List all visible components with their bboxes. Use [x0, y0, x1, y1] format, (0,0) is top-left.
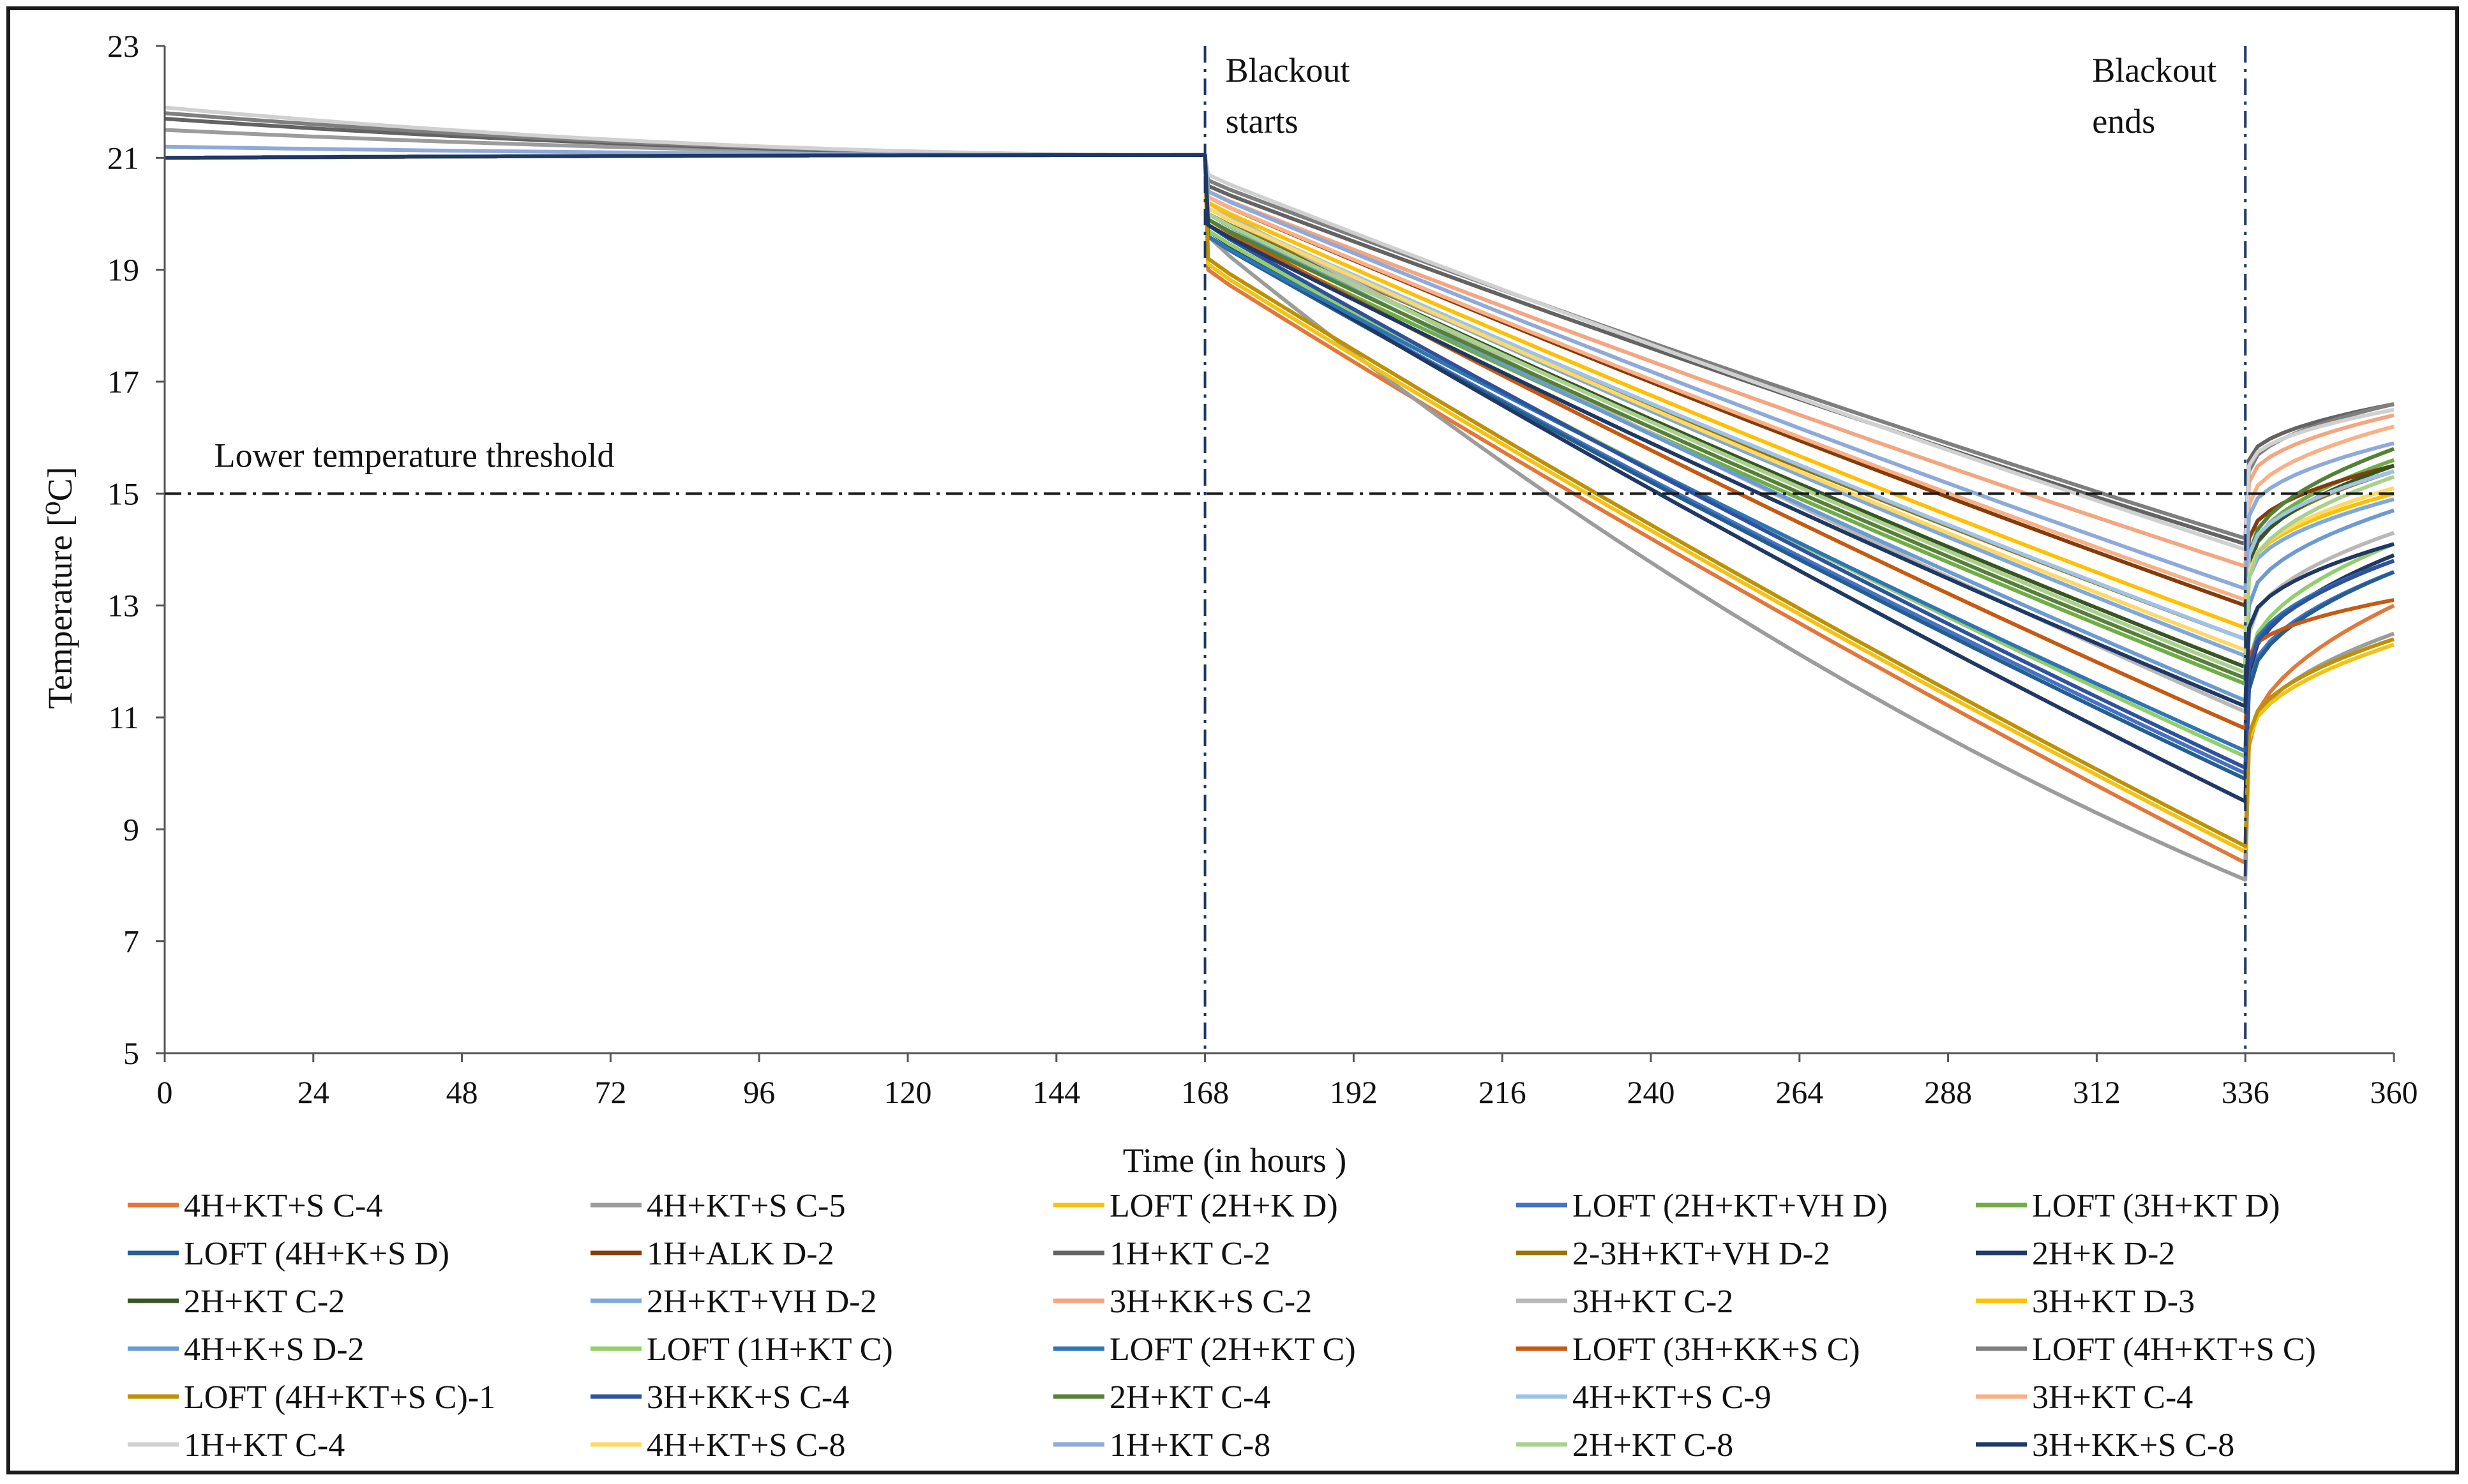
x-tick-label: 24 — [297, 1074, 329, 1110]
series-line-28 — [164, 144, 2395, 591]
legend-label: 1H+KT C-4 — [184, 1427, 345, 1464]
legend-label: 3H+KT C-4 — [2032, 1379, 2193, 1416]
x-tick-label: 312 — [2073, 1074, 2121, 1110]
series-line-15 — [164, 153, 2395, 630]
x-tick-label: 72 — [594, 1074, 626, 1110]
event-label-line2: starts — [1226, 102, 1298, 140]
y-tick-label: 21 — [107, 140, 139, 176]
x-tick-label: 192 — [1330, 1074, 1378, 1110]
x-tick-label: 48 — [446, 1074, 478, 1110]
x-tick-label: 288 — [1924, 1074, 1972, 1110]
legend-label: 2H+K D-2 — [2032, 1236, 2175, 1272]
x-tick-label: 168 — [1181, 1074, 1229, 1110]
y-axis-label: Temperature [⁰C] — [41, 467, 79, 708]
y-tick-label: 13 — [107, 588, 139, 624]
legend-label: 2H+KT C-8 — [1572, 1427, 1733, 1464]
series-line-26 — [164, 105, 2395, 551]
legend-label: 4H+K+S D-2 — [184, 1331, 365, 1368]
legend-label: 3H+KK+S C-8 — [2032, 1427, 2234, 1464]
x-tick-label: 216 — [1479, 1074, 1526, 1110]
reference-lines: Lower temperature threshold Blackout start… — [165, 46, 2394, 1053]
x-tick-label: 336 — [2222, 1074, 2269, 1110]
y-tick-label: 5 — [123, 1035, 139, 1071]
legend-label: 1H+KT C-8 — [1110, 1427, 1270, 1464]
legend-label: 3H+KK+S C-2 — [1110, 1284, 1312, 1320]
series-line-29 — [164, 153, 2395, 675]
x-tick-label: 360 — [2370, 1074, 2418, 1110]
y-tick-label: 11 — [109, 700, 139, 735]
legend-label: LOFT (1H+KT C) — [647, 1331, 893, 1368]
axes: 0 24 48 72 96 120 144 168 192 216 240 264 288 312 336 3… — [107, 28, 2418, 1110]
series-line-20 — [164, 111, 2395, 541]
legend-label: LOFT (2H+K D) — [1110, 1188, 1338, 1224]
legend-label: 4H+KT+S C-4 — [184, 1188, 382, 1224]
x-tick-label: 0 — [157, 1074, 173, 1110]
legend-label: 2H+KT C-4 — [1110, 1379, 1270, 1416]
legend-label: 3H+KK+S C-4 — [647, 1379, 849, 1416]
series-line-23 — [164, 153, 2395, 680]
series-lines — [164, 105, 2395, 882]
x-tick-label: 264 — [1775, 1074, 1823, 1110]
legend-label: LOFT (4H+KT+S C)-1 — [184, 1379, 495, 1416]
event-label-line1: Blackout — [1226, 51, 1350, 89]
event-label-line2: ends — [2092, 102, 2155, 140]
legend-label: 4H+KT+S C-8 — [647, 1427, 845, 1464]
legend-label: 2H+KT C-2 — [184, 1284, 345, 1320]
series-line-30 — [164, 153, 2395, 708]
chart-frame — [6, 6, 2459, 1474]
legend-label: 3H+KT D-3 — [2032, 1284, 2195, 1320]
series-line-2 — [164, 128, 2395, 882]
legend-label: LOFT (4H+K+S D) — [184, 1236, 449, 1272]
series-line-13 — [164, 153, 2395, 569]
legend-label: 4H+KT+S C-5 — [647, 1188, 845, 1224]
legend-label: 4H+KT+S C-9 — [1572, 1379, 1771, 1416]
legend-label: LOFT (2H+KT+VH D) — [1572, 1188, 1888, 1224]
legend-label: LOFT (3H+KT D) — [2032, 1188, 2280, 1224]
legend-label: 1H+KT C-2 — [1110, 1236, 1270, 1272]
event-label-line1: Blackout — [2092, 51, 2216, 89]
y-tick-label: 19 — [107, 252, 139, 288]
x-tick-label: 120 — [884, 1074, 932, 1110]
series-line-11 — [164, 153, 2395, 670]
legend-label: 1H+ALK D-2 — [647, 1236, 834, 1272]
legend-label: 2-3H+KT+VH D-2 — [1572, 1236, 1830, 1272]
threshold-label: Lower temperature threshold — [214, 436, 615, 474]
y-tick-label: 9 — [123, 811, 139, 847]
x-tick-label: 144 — [1032, 1074, 1080, 1110]
y-tick-label: 7 — [123, 924, 139, 959]
legend-label: 3H+KT C-2 — [1572, 1284, 1733, 1320]
legend-label: LOFT (4H+KT+S C) — [2032, 1331, 2316, 1368]
x-tick-label: 240 — [1627, 1074, 1675, 1110]
y-tick-label: 15 — [107, 476, 139, 511]
legend: 4H+KT+S C-4 4H+KT+S C-5 LOFT (2H+K D) LOFT … — [128, 1188, 2316, 1464]
y-tick-label: 23 — [107, 28, 139, 64]
y-tick-label: 17 — [107, 364, 139, 400]
legend-label: 2H+KT+VH D-2 — [647, 1284, 877, 1320]
x-axis-label: Time (in hours ) — [1123, 1141, 1347, 1180]
x-tick-label: 96 — [743, 1074, 775, 1110]
legend-label: LOFT (2H+KT C) — [1110, 1331, 1356, 1368]
legend-label: LOFT (3H+KK+S C) — [1572, 1331, 1860, 1368]
